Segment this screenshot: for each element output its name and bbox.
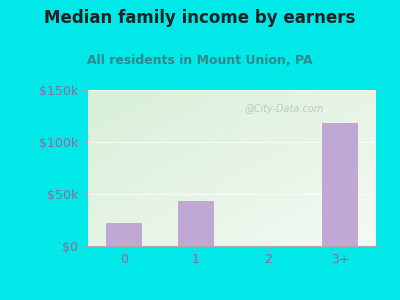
Text: @City-Data.com: @City-Data.com [244, 104, 324, 114]
Bar [106, 223, 142, 246]
Bar [178, 201, 214, 246]
Text: All residents in Mount Union, PA: All residents in Mount Union, PA [87, 54, 313, 67]
Text: Median family income by earners: Median family income by earners [44, 9, 356, 27]
Bar [322, 123, 358, 246]
